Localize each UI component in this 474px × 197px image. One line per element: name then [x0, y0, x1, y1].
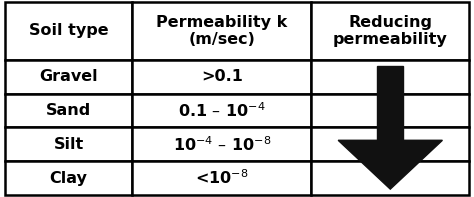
Text: <10$^{-8}$: <10$^{-8}$	[195, 169, 249, 188]
Text: Soil type: Soil type	[29, 23, 109, 38]
Bar	[5, 161, 132, 195]
Bar	[311, 94, 469, 127]
Text: 10$^{-4}$ – 10$^{-8}$: 10$^{-4}$ – 10$^{-8}$	[173, 135, 271, 154]
Bar	[377, 66, 403, 140]
Bar	[132, 2, 311, 60]
Bar	[311, 2, 469, 60]
Bar	[5, 127, 132, 161]
Text: Reducing
permeability: Reducing permeability	[333, 15, 447, 47]
Bar	[132, 94, 311, 127]
Polygon shape	[338, 140, 442, 189]
Bar	[132, 127, 311, 161]
Text: Sand: Sand	[46, 103, 91, 118]
Bar	[132, 60, 311, 94]
Bar	[311, 127, 469, 161]
Bar	[5, 2, 132, 60]
Text: 0.1 – 10$^{-4}$: 0.1 – 10$^{-4}$	[178, 101, 266, 120]
Text: >0.1: >0.1	[201, 69, 243, 84]
Text: Gravel: Gravel	[39, 69, 98, 84]
Bar	[5, 60, 132, 94]
Text: Clay: Clay	[50, 171, 88, 186]
Bar	[311, 161, 469, 195]
Text: Permeability k
(m/sec): Permeability k (m/sec)	[156, 15, 288, 47]
Text: Silt: Silt	[54, 137, 84, 152]
Bar	[5, 94, 132, 127]
Bar	[311, 60, 469, 94]
Bar	[132, 161, 311, 195]
